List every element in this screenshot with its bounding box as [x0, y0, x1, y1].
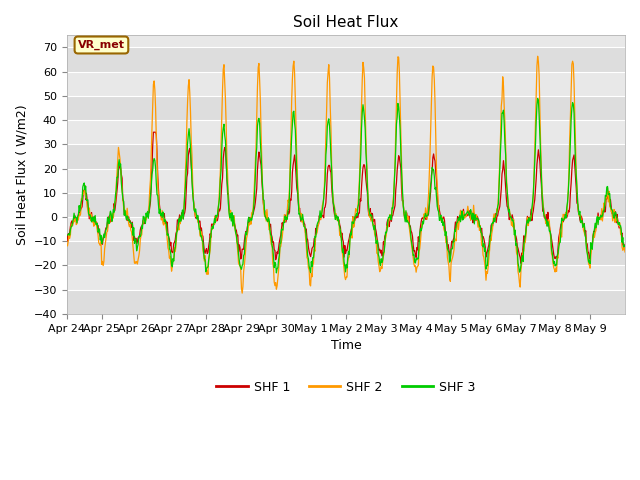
SHF 2 — [404, 214, 412, 219]
Y-axis label: Soil Heat Flux ( W/m2): Soil Heat Flux ( W/m2) — [15, 104, 28, 245]
SHF 2 — [436, 212, 444, 217]
Bar — [67, 48, 625, 72]
SHF 2 — [238, 290, 246, 296]
SHF 1 — [129, 219, 136, 225]
Bar — [67, 265, 625, 289]
SHF 1 — [404, 219, 412, 225]
SHF 3 — [534, 96, 541, 101]
Text: VR_met: VR_met — [78, 40, 125, 50]
SHF 3 — [63, 232, 70, 238]
SHF 3 — [404, 219, 412, 225]
Bar — [67, 289, 625, 314]
Bar — [67, 120, 625, 144]
Bar — [67, 144, 625, 168]
SHF 1 — [621, 242, 629, 248]
SHF 2 — [280, 212, 288, 217]
SHF 3 — [273, 270, 280, 276]
SHF 1 — [517, 261, 525, 266]
SHF 2 — [129, 235, 136, 241]
SHF 1 — [150, 129, 157, 135]
SHF 2 — [231, 225, 239, 230]
SHF 3 — [129, 220, 136, 226]
SHF 3 — [436, 217, 444, 223]
Legend: SHF 1, SHF 2, SHF 3: SHF 1, SHF 2, SHF 3 — [211, 376, 481, 399]
SHF 1 — [280, 218, 288, 224]
SHF 3 — [280, 220, 288, 226]
SHF 1 — [436, 208, 444, 214]
Title: Soil Heat Flux: Soil Heat Flux — [293, 15, 399, 30]
SHF 2 — [259, 198, 267, 204]
Bar — [67, 241, 625, 265]
Bar — [67, 168, 625, 193]
SHF 1 — [63, 232, 70, 238]
SHF 2 — [534, 53, 541, 59]
Bar — [67, 96, 625, 120]
Bar — [67, 217, 625, 241]
SHF 1 — [259, 199, 267, 205]
SHF 1 — [232, 226, 239, 232]
Line: SHF 2: SHF 2 — [67, 56, 625, 293]
Line: SHF 1: SHF 1 — [67, 132, 625, 264]
SHF 3 — [231, 224, 239, 230]
SHF 2 — [63, 241, 70, 247]
SHF 3 — [259, 185, 266, 191]
X-axis label: Time: Time — [330, 339, 361, 352]
Bar — [67, 193, 625, 217]
Line: SHF 3: SHF 3 — [67, 98, 625, 273]
SHF 3 — [621, 242, 629, 248]
Bar — [67, 72, 625, 96]
SHF 2 — [621, 249, 629, 255]
